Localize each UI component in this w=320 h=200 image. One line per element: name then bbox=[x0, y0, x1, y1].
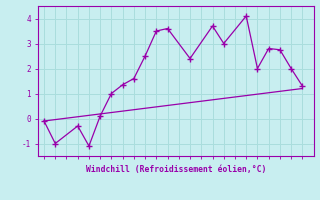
X-axis label: Windchill (Refroidissement éolien,°C): Windchill (Refroidissement éolien,°C) bbox=[86, 165, 266, 174]
